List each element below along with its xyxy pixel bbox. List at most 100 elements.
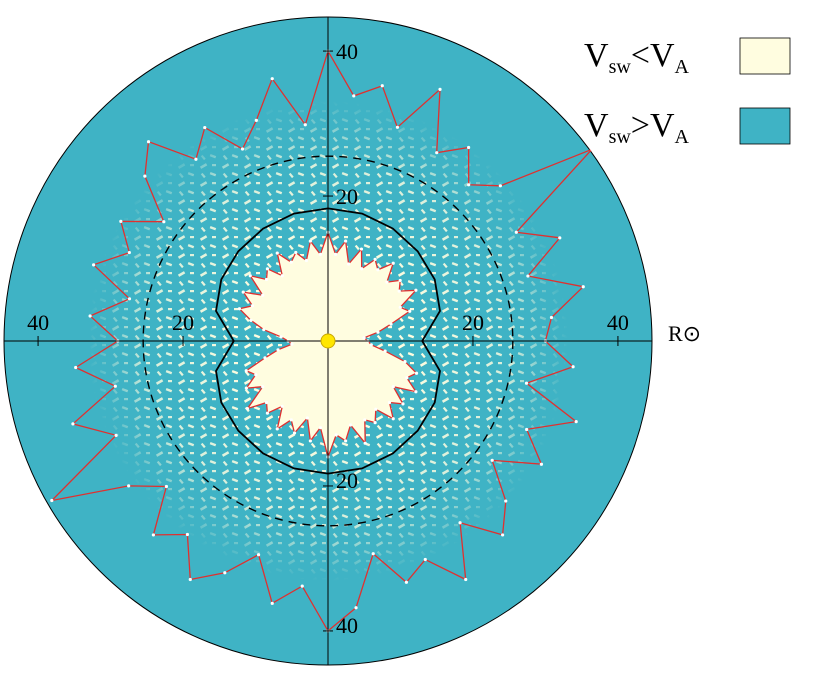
point-marker [279, 335, 283, 339]
point-marker [403, 360, 407, 364]
point-marker [162, 220, 166, 224]
point-marker [574, 420, 578, 424]
point-marker [127, 297, 132, 301]
point-marker [334, 433, 338, 437]
point-marker [244, 386, 248, 390]
point-marker [389, 322, 393, 326]
point-marker [380, 84, 384, 88]
axis-label: R⊙ [668, 321, 701, 346]
point-marker [303, 123, 307, 127]
tick-label: 40 [27, 310, 49, 335]
point-marker [383, 349, 387, 353]
point-marker [376, 268, 380, 272]
point-marker [398, 278, 402, 283]
point-marker [438, 87, 442, 91]
point-marker [526, 274, 530, 278]
point-marker [256, 553, 261, 557]
point-marker [245, 406, 250, 411]
point-marker [305, 416, 309, 420]
point-marker [395, 125, 400, 129]
legend-label-part: sw [609, 56, 632, 78]
point-marker [539, 462, 544, 466]
point-marker [270, 77, 274, 81]
point-marker [127, 250, 131, 255]
tick-label: 40 [607, 310, 629, 335]
point-marker [404, 580, 408, 584]
point-marker [360, 267, 364, 271]
point-marker [50, 498, 54, 503]
point-marker [363, 441, 367, 445]
point-marker [347, 262, 351, 266]
point-marker [391, 385, 395, 389]
point-marker [414, 288, 418, 292]
point-marker [237, 307, 242, 311]
point-marker [458, 521, 462, 525]
point-marker [280, 404, 284, 408]
point-marker [143, 174, 147, 178]
point-marker [114, 433, 118, 437]
point-marker [318, 252, 323, 256]
point-marker [248, 274, 252, 278]
point-marker [344, 239, 348, 243]
legend-label-part: >V [631, 107, 675, 144]
point-marker [290, 342, 294, 346]
point-marker [423, 557, 427, 562]
point-marker [262, 328, 266, 332]
point-marker [318, 426, 323, 430]
point-marker [275, 427, 279, 431]
legend-label-part: A [675, 126, 690, 148]
legend-swatch [739, 37, 791, 75]
point-marker [490, 458, 494, 462]
point-marker [264, 400, 269, 405]
point-marker [391, 417, 395, 421]
point-marker [194, 157, 198, 161]
point-marker [371, 552, 375, 556]
legend-label-part: V [584, 37, 609, 74]
point-marker [405, 376, 409, 380]
point-marker [408, 309, 412, 313]
point-marker [387, 400, 392, 405]
point-marker [292, 431, 297, 435]
point-marker [435, 151, 439, 155]
point-marker [401, 402, 405, 406]
legend-label-part: V [584, 107, 609, 144]
point-marker [466, 145, 471, 150]
point-marker [264, 277, 269, 282]
point-marker [71, 422, 75, 426]
tick-label: 20 [462, 310, 484, 335]
point-marker [244, 369, 248, 373]
point-marker [254, 118, 258, 123]
point-marker [397, 289, 401, 293]
point-marker [414, 390, 418, 394]
point-marker [280, 274, 284, 278]
point-marker [348, 423, 353, 427]
point-marker [240, 147, 245, 151]
tick-label: 20 [336, 468, 358, 493]
point-marker [501, 533, 505, 537]
point-marker [308, 239, 312, 243]
legend-swatch [739, 107, 791, 145]
point-marker [261, 293, 265, 297]
point-marker [92, 263, 96, 267]
point-marker [571, 365, 575, 369]
point-marker [359, 247, 364, 251]
point-marker [369, 343, 373, 347]
point-marker [254, 373, 258, 377]
point-marker [504, 499, 508, 503]
point-marker [525, 427, 529, 432]
legend-label: Vsw>VA [584, 107, 690, 148]
point-marker [250, 304, 255, 308]
point-marker [74, 365, 78, 370]
point-marker [203, 125, 207, 130]
point-marker [354, 606, 358, 610]
legend-label: Vsw<VA [584, 37, 690, 78]
point-marker [333, 252, 338, 256]
point-marker [385, 280, 389, 284]
plot-area: 20 20 20 20 40 40 40 40 [3, 16, 653, 666]
point-marker [363, 418, 367, 422]
point-marker [249, 318, 253, 322]
point-marker [275, 251, 279, 255]
sun [320, 333, 336, 349]
point-marker [289, 418, 293, 422]
point-marker [464, 577, 468, 582]
